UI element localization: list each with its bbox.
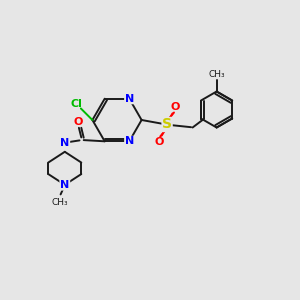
Text: CH₃: CH₃ (51, 198, 68, 207)
Text: Cl: Cl (71, 99, 83, 109)
Text: O: O (170, 102, 180, 112)
Text: O: O (74, 117, 83, 127)
Text: N: N (60, 180, 69, 190)
Text: CH₃: CH₃ (208, 70, 225, 79)
Text: O: O (154, 136, 164, 147)
Text: N: N (125, 94, 134, 104)
Text: N: N (60, 138, 69, 148)
Text: S: S (162, 118, 172, 131)
Text: N: N (125, 136, 134, 146)
